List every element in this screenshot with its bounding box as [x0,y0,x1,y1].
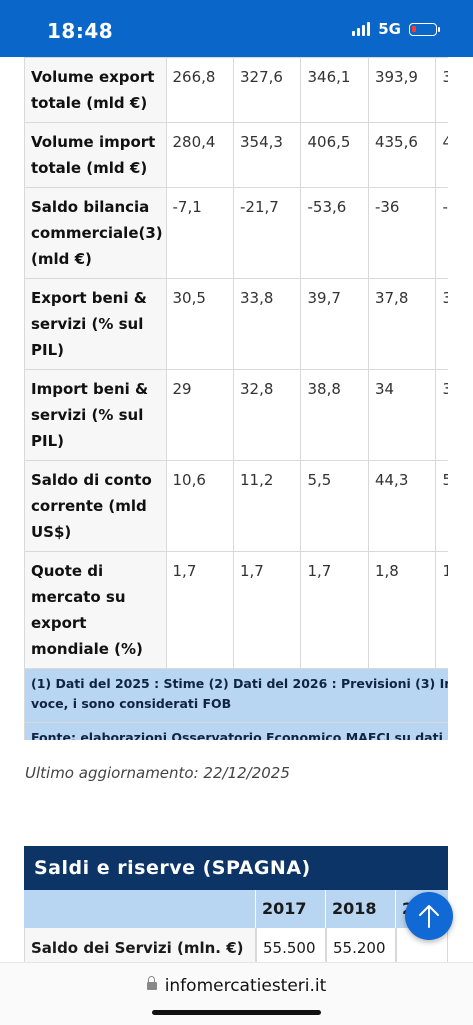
row-label: Volume import totale (mld €) [24,122,167,188]
lock-icon [146,976,157,990]
table-cell: 1,7 [165,551,235,669]
table-cell: 327,6 [232,57,302,123]
economic-indicators-table[interactable]: Volume export totale (mld €) 266,8 327,6… [24,57,448,740]
table-cell: -53,6 [300,187,369,279]
home-indicator[interactable] [152,1010,321,1015]
header-year: 2017 [256,890,326,928]
table-cell: 1,7 [435,551,448,669]
signal-icon [352,22,371,36]
table-cell: 37,8 [367,278,437,370]
table-row: Export beni & servizi (% sul PIL) 30,5 3… [24,278,448,370]
row-label: Import beni & servizi (% sul PIL) [24,369,167,461]
row-label: Saldo di conto corrente (mld US$) [24,460,167,552]
table-cell: 1,7 [232,551,302,669]
table-header-row: 2017 2018 2 [24,890,448,928]
table-cell: -7,1 [165,187,235,279]
table-source-row: Fonte: elaborazioni Osservatorio Economi… [24,722,448,740]
table-footnote: (1) Dati del 2025 : Stime (2) Dati del 2… [24,668,448,723]
table-cell: 32,9 [435,369,448,461]
table-cell: 280,4 [165,122,235,188]
scroll-to-top-button[interactable] [405,892,453,940]
table-cell: 435,6 [367,122,437,188]
table-cell: 37,1 [435,278,448,370]
table-cell: 424,9 [435,122,448,188]
table-cell: -21,7 [232,187,302,279]
table-cell: 5,5 [300,460,369,552]
arrow-up-icon [419,905,439,928]
table-cell: 1,7 [300,551,369,669]
status-bar: 18:48 5G [0,0,473,57]
table-cell: 29 [165,369,235,461]
table-row: Quote di mercato su export mondiale (%) … [24,551,448,669]
table-cell: 32,8 [232,369,302,461]
row-label: Export beni & servizi (% sul PIL) [24,278,167,370]
table-row: Volume export totale (mld €) 266,8 327,6… [24,57,448,123]
network-label: 5G [378,20,401,38]
row-label: Volume export totale (mld €) [24,57,167,123]
browser-url-bar[interactable]: infomercatiesteri.it [0,962,473,1025]
table-cell: 393,9 [367,57,437,123]
table-cell: 38,8 [300,369,369,461]
saldi-riserve-table: Saldi e riserve (SPAGNA) 2017 2018 2 Sal… [24,846,448,968]
table-cell: 44,3 [367,460,437,552]
table-cell: 354,3 [232,122,302,188]
row-label: Quote di mercato su export mondiale (%) [24,551,167,669]
table-cell: 406,5 [300,122,369,188]
table-row: Saldo bilancia commerciale(3) (mld €) -7… [24,187,448,279]
table-cell: 34 [367,369,437,461]
table-row: Import beni & servizi (% sul PIL) 29 32,… [24,369,448,461]
table-row: Saldo di conto corrente (mld US$) 10,6 1… [24,460,448,552]
table-cell: 1,8 [367,551,437,669]
table-cell: 346,1 [300,57,369,123]
section-title: Saldi e riserve (SPAGNA) [24,846,448,890]
status-icons: 5G [352,20,440,38]
url-text: infomercatiesteri.it [164,976,327,996]
table-cell: -33,9 [435,187,448,279]
table-cell: 11,2 [232,460,302,552]
table-cell: -36 [367,187,437,279]
table-cell: 54,9 [435,460,448,552]
table-note-row: (1) Dati del 2025 : Stime (2) Dati del 2… [24,668,448,723]
row-label: Saldo bilancia commerciale(3) (mld €) [24,187,167,279]
table-cell: 384,6 [435,57,448,123]
table-source: Fonte: elaborazioni Osservatorio Economi… [24,722,448,740]
table-row: Volume import totale (mld €) 280,4 354,3… [24,122,448,188]
table-cell: 39,7 [300,278,369,370]
table-cell: 30,5 [165,278,235,370]
header-empty [24,890,256,928]
row-label: Saldo dei Servizi (mln. €) [24,928,256,968]
table-cell: 10,6 [165,460,235,552]
address-display[interactable]: infomercatiesteri.it [0,976,473,996]
table-cell: 33,8 [232,278,302,370]
table-cell: 266,8 [165,57,235,123]
table-row: Saldo dei Servizi (mln. €) 55.500 55.200 [24,928,448,968]
last-updated: Ultimo aggiornamento: 22/12/2025 [25,764,290,782]
header-year: 2018 [326,890,396,928]
battery-icon [409,22,440,36]
clock: 18:48 [47,19,114,43]
